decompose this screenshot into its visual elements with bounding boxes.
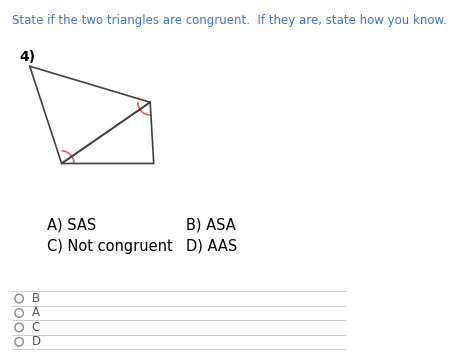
Text: B: B bbox=[32, 292, 40, 305]
Text: D) AAS: D) AAS bbox=[185, 239, 236, 254]
Text: A: A bbox=[32, 306, 39, 319]
Text: C) Not congruent: C) Not congruent bbox=[47, 239, 173, 254]
Text: A) SAS: A) SAS bbox=[47, 217, 97, 232]
Text: C: C bbox=[32, 321, 40, 334]
Text: State if the two triangles are congruent.  If they are, state how you know.: State if the two triangles are congruent… bbox=[12, 14, 446, 27]
Text: D: D bbox=[32, 335, 41, 348]
Text: B) ASA: B) ASA bbox=[185, 217, 235, 232]
Text: 4): 4) bbox=[19, 50, 35, 64]
